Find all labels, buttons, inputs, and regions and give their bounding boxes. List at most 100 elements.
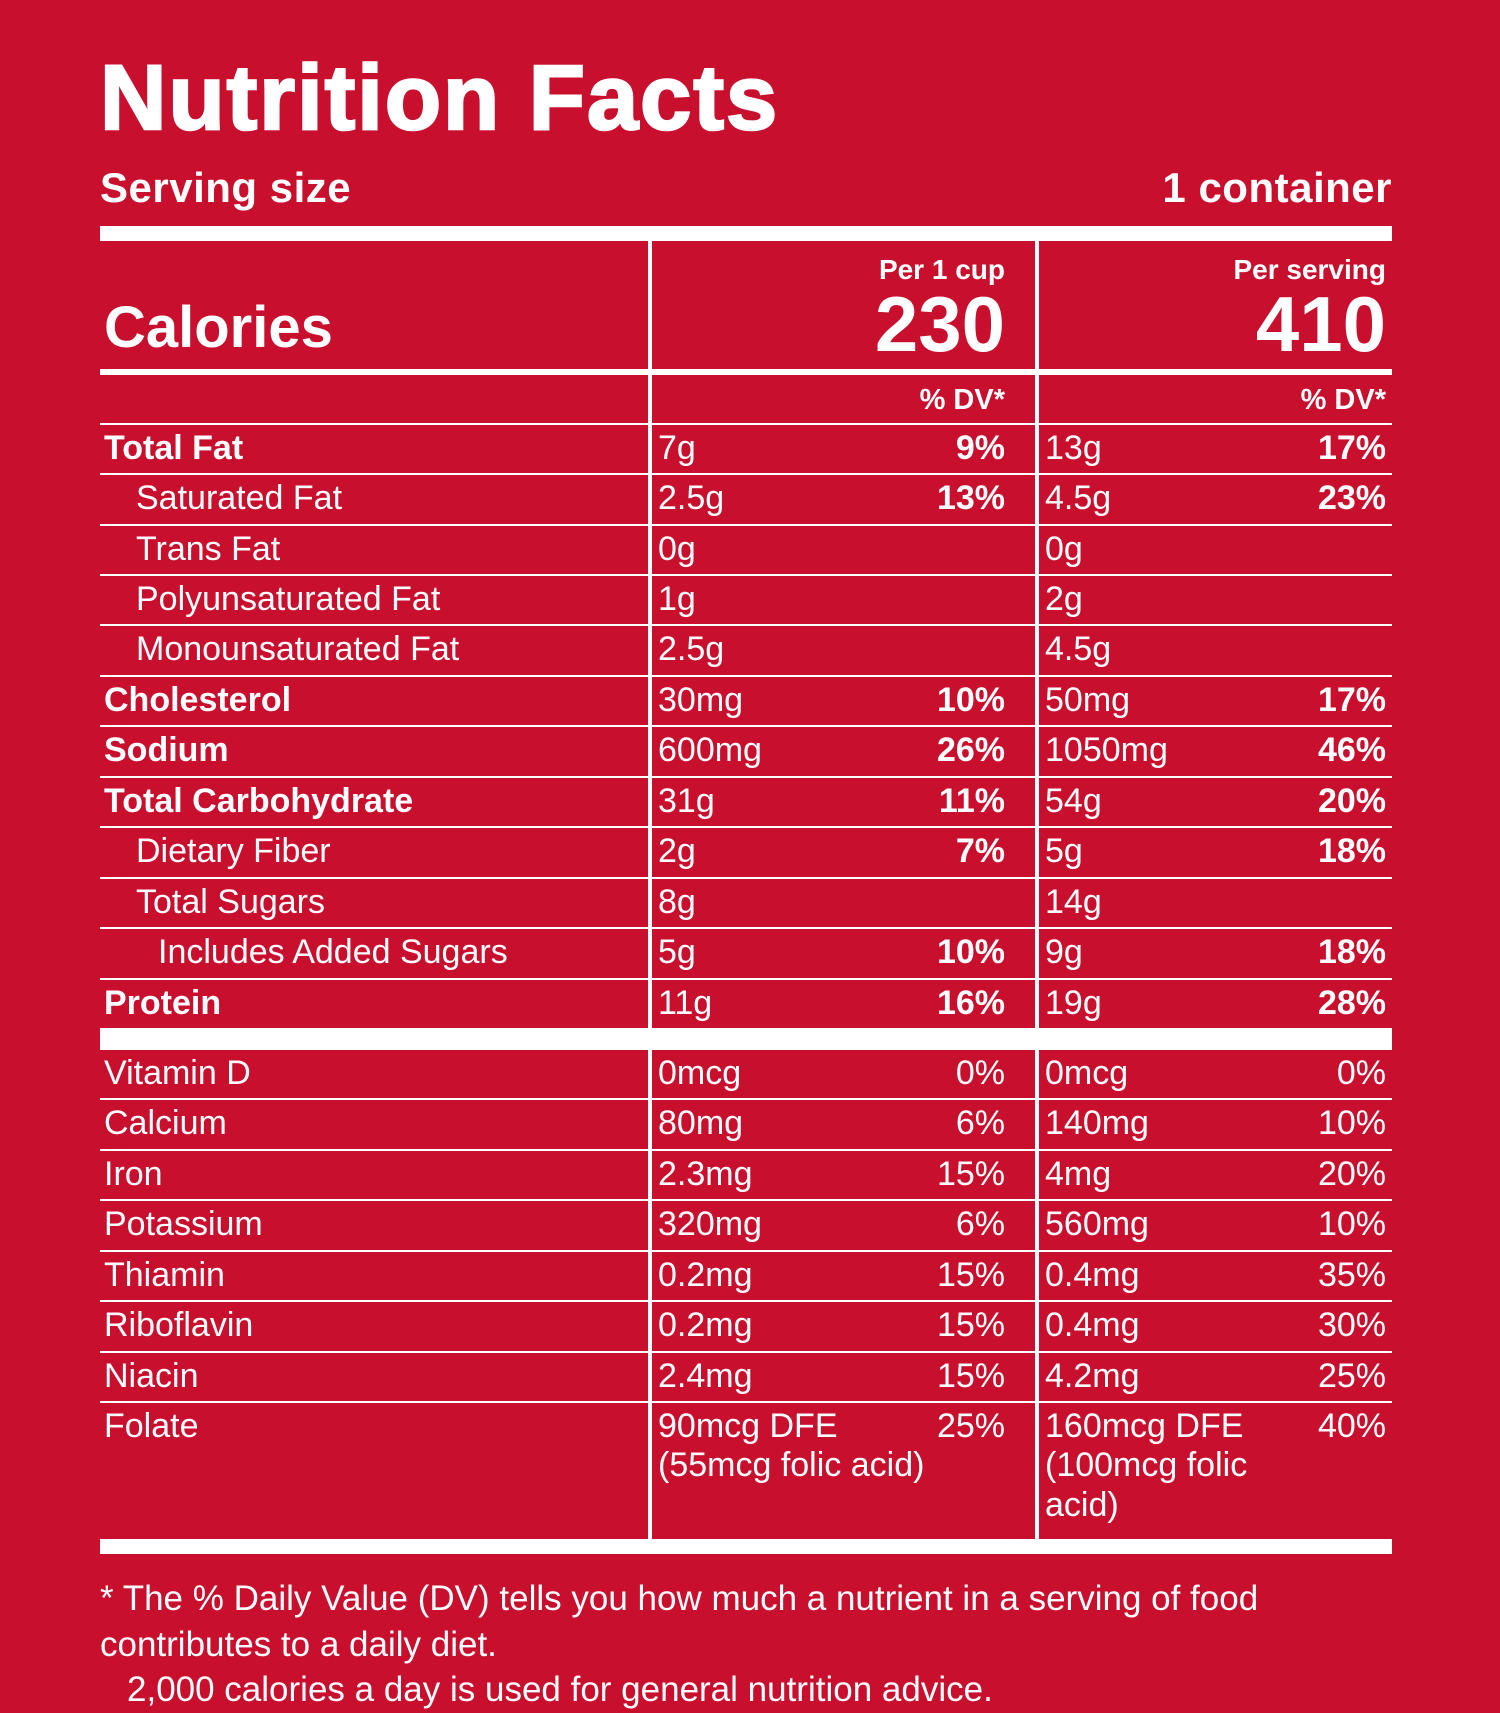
amount-value: 4mg [1045,1154,1112,1193]
amount-value: 1g [658,580,696,618]
vitamin-mineral-rows: Vitamin D 0mcg 0% 0mcg 0% Calcium 80mg 6% 140mg 1… [100,1050,1392,1539]
nutrient-name: Polyunsaturated Fat [136,580,441,618]
value-cell-c2: 0g [1035,526,1392,574]
nutrient-name: Niacin [104,1356,199,1395]
main-nutrient-rows: Total Fat 7g 9% 13g 17% Saturated Fat 2.5g 13% 4… [100,422,1392,1028]
amount-subtext: (55mcg folic acid) [658,1446,925,1485]
dv-header-col2: % DV* [1300,383,1386,416]
daily-value: 35% [1317,1255,1386,1294]
daily-value: 25% [936,1407,1005,1445]
nutrient-name: Calcium [104,1104,227,1143]
nutrient-row-polyunsaturated-fat: Polyunsaturated Fat 1g 2g [100,574,1392,624]
amount-value: 600mg [658,731,762,770]
amount-value: 50mg [1045,680,1131,719]
amount-block: 2.3mg [658,1155,753,1194]
amount-block: 2g [1045,580,1083,619]
value-cell-c1: 30mg 10% [648,677,1035,725]
amount-block: 2.4mg [658,1357,753,1396]
value-cell-c2: 19g 28% [1035,980,1392,1028]
amount-block: 140mg [1045,1104,1149,1143]
value-cell-c1: 2.3mg 15% [648,1151,1035,1199]
daily-value: 30% [1317,1306,1386,1345]
value-cell-c2: 0.4mg 30% [1035,1302,1392,1350]
nutrient-row-calcium: Calcium 80mg 6% 140mg 10% [100,1098,1392,1148]
nutrient-row-total-sugars: Total Sugars 8g 14g [100,876,1392,927]
amount-value: 2.4mg [658,1356,753,1395]
daily-value: 15% [936,1306,1005,1345]
nutrient-name: Vitamin D [104,1053,251,1092]
daily-value: 6% [955,1104,1005,1143]
value-cell-c1: 2.5g 13% [648,475,1035,523]
amount-subtext: (100mcg folic acid) [1045,1446,1248,1524]
daily-value: 40% [1317,1407,1386,1445]
nutrient-name: Monounsaturated Fat [136,630,460,669]
daily-value: 28% [1317,983,1386,1022]
daily-value: 10% [936,933,1005,972]
nutrition-facts-label: Nutrition Facts Serving size 1 container… [99,51,1392,1713]
value-cell-c2: 4.5g [1035,626,1392,674]
dv-header-col1: % DV* [919,383,1005,416]
amount-value: 2g [658,832,696,871]
value-cell-c2: 2g [1035,576,1392,624]
value-cell-c1: 5g 10% [648,929,1035,977]
amount-value: 0.4mg [1045,1306,1140,1345]
amount-value: 11g [658,983,713,1022]
footnote-line-2: 2,000 calories a day is used for general… [127,1670,993,1710]
nutrient-row-protein: Protein 11g 16% 19g 28% [100,977,1392,1028]
amount-block: 80mg [658,1104,743,1143]
amount-block: 54g [1045,782,1102,821]
amount-value: 2g [1045,580,1083,618]
amount-block: 30mg [658,681,743,720]
amount-block: 4.2mg [1045,1357,1140,1396]
amount-block: 0.2mg [658,1306,753,1345]
value-cell-c2: 4.2mg 25% [1035,1353,1392,1401]
amount-block: 13g [1045,429,1102,468]
amount-block: 7g [658,429,696,468]
amount-block: 2g [658,832,696,871]
amount-value: 19g [1045,983,1102,1022]
nutrient-row-includes-added-sugars: Includes Added Sugars 5g 10% 9g 18% [100,927,1392,977]
daily-value: 11% [938,781,1005,820]
amount-value: 8g [658,882,696,921]
value-cell-c1: 80mg 6% [648,1100,1035,1148]
value-cell-c1: 1g [648,576,1035,624]
value-cell-c2: 14g [1035,879,1392,927]
daily-value: 9% [955,428,1005,467]
footnote: * The % Daily Value (DV) tells you how m… [100,1576,1392,1713]
daily-value: 20% [1317,781,1386,820]
nutrient-name: Sodium [104,731,229,770]
section-divider-bar [100,1027,1392,1050]
daily-value: 26% [936,731,1005,770]
amount-value: 160mcg DFE [1045,1407,1244,1445]
calories-per-cup: Per 1 cup 230 [648,253,1035,363]
nutrient-name: Riboflavin [104,1306,254,1345]
amount-value: 4.5g [1045,630,1112,669]
daily-value: 10% [1317,1104,1386,1143]
amount-value: 320mg [658,1205,762,1244]
value-cell-c1: 7g 9% [648,425,1035,473]
amount-block: 160mcg DFE (100mcg folic acid) [1045,1407,1318,1525]
value-cell-c2: 54g 20% [1035,778,1392,826]
footnote-line-1: * The % Daily Value (DV) tells you how m… [100,1579,1259,1664]
amount-block: 2.5g [658,479,724,518]
value-cell-c1: 0g [648,526,1035,574]
amount-block: 11g [658,984,712,1023]
nutrient-name: Total Sugars [136,882,325,921]
amount-value: 90mcg DFE [658,1407,838,1445]
amount-block: 0g [1045,530,1083,569]
amount-block: 14g [1045,883,1102,922]
nutrient-row-dietary-fiber: Dietary Fiber 2g 7% 5g 18% [100,826,1392,876]
amount-block: 0.2mg [658,1256,753,1295]
value-cell-c1: 11g 16% [648,980,1035,1028]
value-cell-c1: 8g [648,879,1035,927]
daily-value: 0% [955,1053,1005,1092]
nutrient-name: Cholesterol [104,680,292,719]
amount-block: 600mg [658,731,762,770]
daily-value: 25% [1317,1356,1386,1395]
amount-block: 320mg [658,1205,762,1244]
daily-value: 18% [1317,832,1386,871]
amount-block: 19g [1045,984,1102,1023]
daily-value: 15% [936,1356,1005,1395]
nutrition-table: Calories Per 1 cup 230 Per serving 410 %… [100,241,1392,1540]
nutrient-row-trans-fat: Trans Fat 0g 0g [100,523,1392,574]
